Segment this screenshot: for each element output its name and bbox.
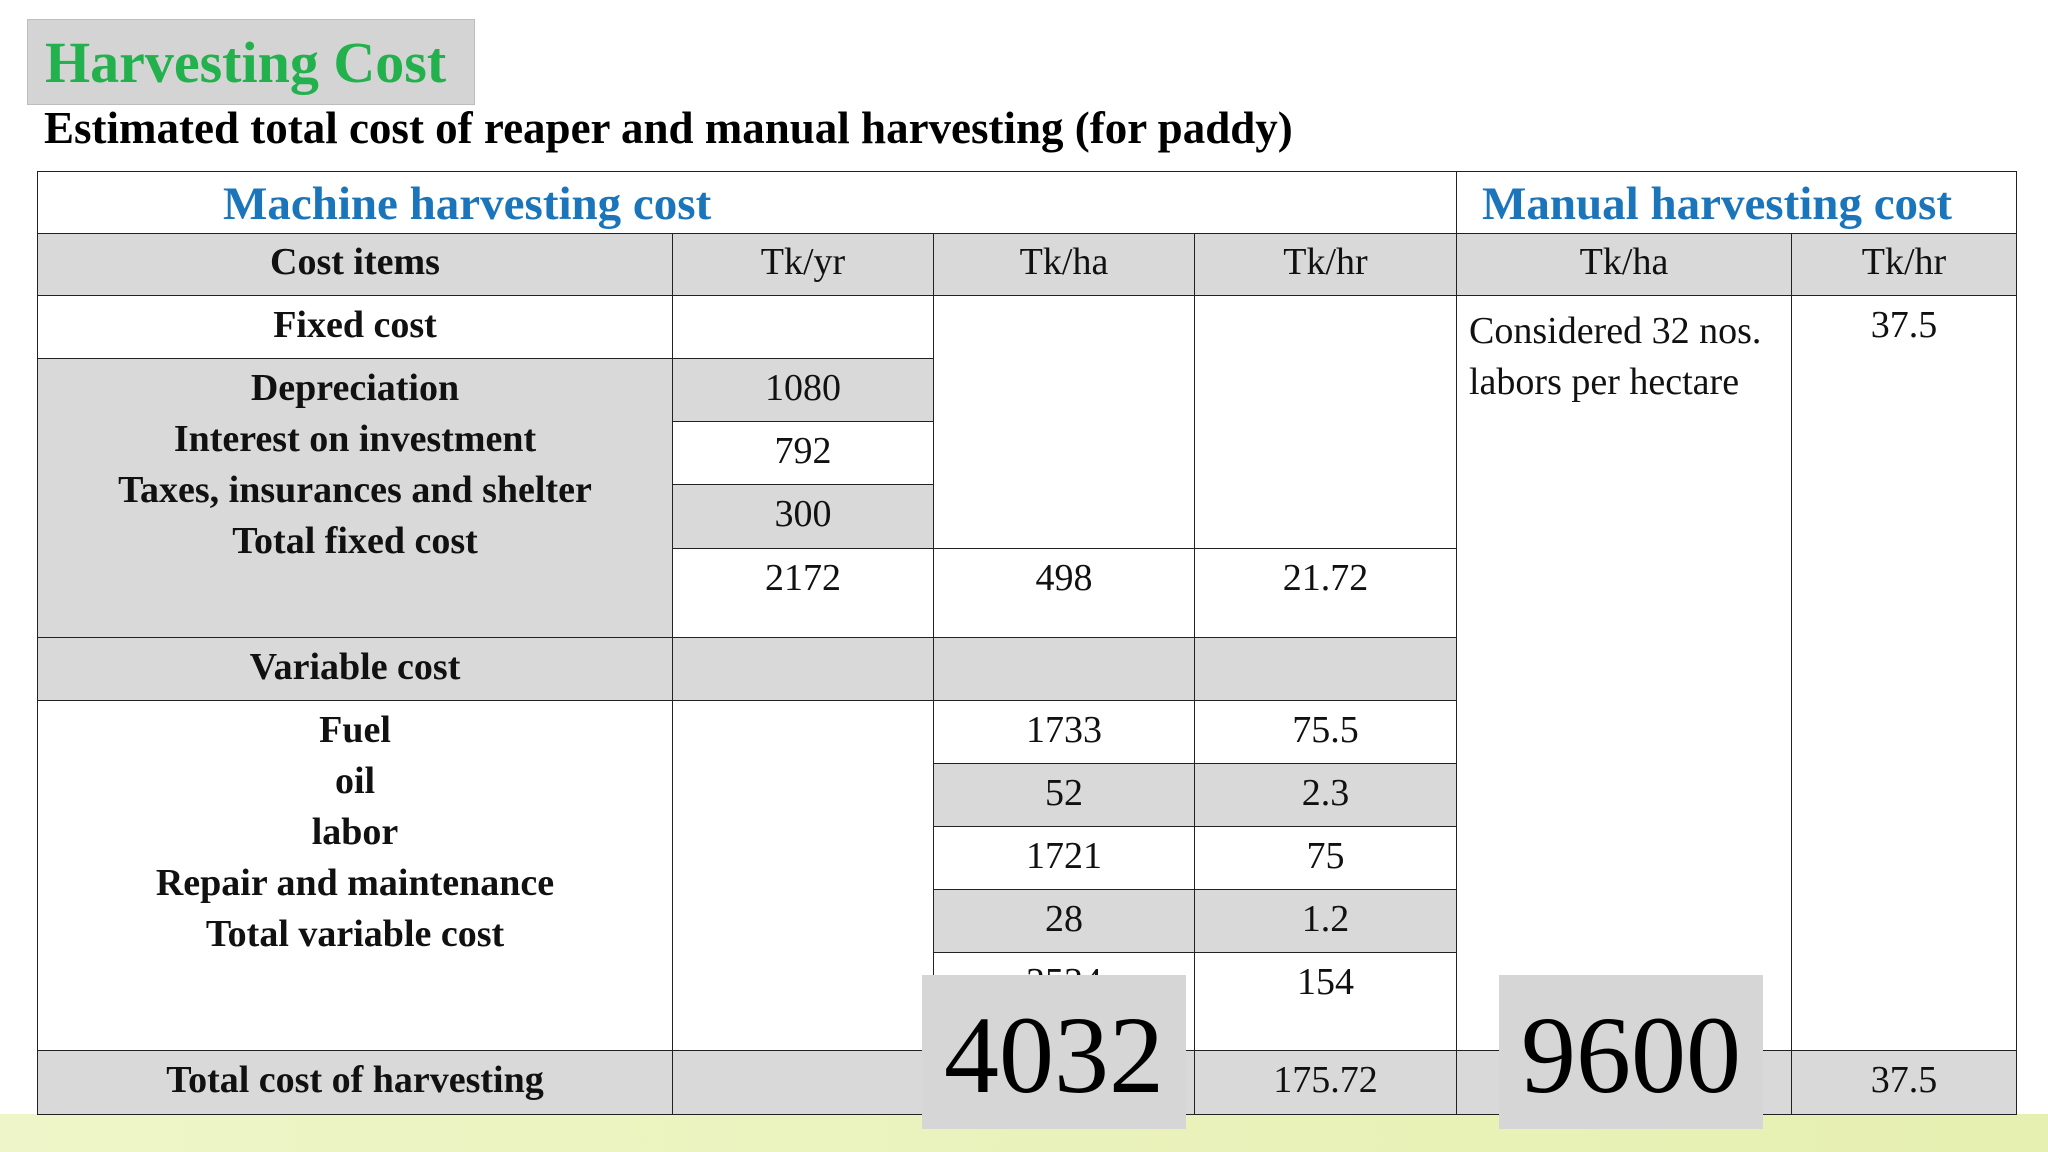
fixed-item: Depreciation xyxy=(250,367,460,409)
depreciation-tk-yr: 1080 xyxy=(672,358,934,422)
variable-tk-yr-empty xyxy=(672,637,934,701)
page-subtitle: Estimated total cost of reaper and manua… xyxy=(44,103,1293,153)
manual-cost-header: Manual harvesting cost xyxy=(1456,171,2017,234)
variable-item: Repair and maintenance xyxy=(155,862,555,904)
fixed-cost-label: Fixed cost xyxy=(37,295,673,359)
variable-item: Total variable cost xyxy=(205,913,505,955)
fixed-item: Total fixed cost xyxy=(232,520,478,562)
manual-total-overlay: 9600 xyxy=(1499,975,1763,1129)
interest-tk-yr: 792 xyxy=(672,421,934,485)
fuel-tk-hr: 75.5 xyxy=(1194,700,1457,764)
total-machine-tk-hr: 175.72 xyxy=(1194,1050,1457,1115)
variable-cost-items: Fuel oil labor Repair and maintenance To… xyxy=(37,700,673,1051)
variable-tk-hr-empty xyxy=(1194,637,1457,701)
fixed-cost-items: Depreciation Interest on investment Taxe… xyxy=(37,358,673,638)
variable-tk-ha-empty xyxy=(933,637,1195,701)
column-header-machine-tk-hr: Tk/hr xyxy=(1194,233,1457,296)
column-header-machine-tk-yr: Tk/yr xyxy=(672,233,934,296)
total-manual-tk-hr: 37.5 xyxy=(1791,1050,2017,1115)
column-header-machine-tk-ha: Tk/ha xyxy=(933,233,1195,296)
fixed-item: Interest on investment xyxy=(173,418,537,460)
fuel-tk-ha: 1733 xyxy=(933,700,1195,764)
labor-tk-ha: 1721 xyxy=(933,826,1195,890)
total-variable-tk-hr: 154 xyxy=(1194,952,1457,1051)
fixed-tk-hr-empty xyxy=(1194,295,1457,549)
variable-tk-yr-blank xyxy=(672,700,934,1051)
oil-tk-hr: 2.3 xyxy=(1194,763,1457,827)
total-cost-label: Total cost of harvesting xyxy=(37,1050,673,1115)
repair-tk-hr: 1.2 xyxy=(1194,889,1457,953)
page-title: Harvesting Cost xyxy=(27,19,475,105)
total-fixed-tk-hr: 21.72 xyxy=(1194,548,1457,638)
total-tk-yr-empty xyxy=(672,1050,934,1115)
variable-item: oil xyxy=(334,760,376,802)
fixed-item: Taxes, insurances and shelter xyxy=(118,469,592,511)
manual-labor-note-cell: Considered 32 nos. labors per hectare xyxy=(1456,295,1792,1051)
column-header-cost-items: Cost items xyxy=(37,233,673,296)
machine-total-overlay: 4032 xyxy=(922,975,1186,1129)
fixed-tk-ha-empty xyxy=(933,295,1195,549)
column-header-manual-tk-hr: Tk/hr xyxy=(1791,233,2017,296)
variable-cost-label: Variable cost xyxy=(37,637,673,701)
manual-tk-hr-cell: 37.5 xyxy=(1791,295,2017,1051)
total-fixed-tk-yr: 2172 xyxy=(672,548,934,638)
oil-tk-ha: 52 xyxy=(933,763,1195,827)
variable-item: Fuel xyxy=(319,709,391,751)
fixed-cost-tk-yr-empty xyxy=(672,295,934,359)
labor-tk-hr: 75 xyxy=(1194,826,1457,890)
machine-cost-header: Machine harvesting cost xyxy=(37,171,1457,234)
column-header-manual-tk-ha: Tk/ha xyxy=(1456,233,1792,296)
repair-tk-ha: 28 xyxy=(933,889,1195,953)
variable-item: labor xyxy=(311,811,399,853)
total-fixed-tk-ha: 498 xyxy=(933,548,1195,638)
taxes-tk-yr: 300 xyxy=(672,484,934,549)
